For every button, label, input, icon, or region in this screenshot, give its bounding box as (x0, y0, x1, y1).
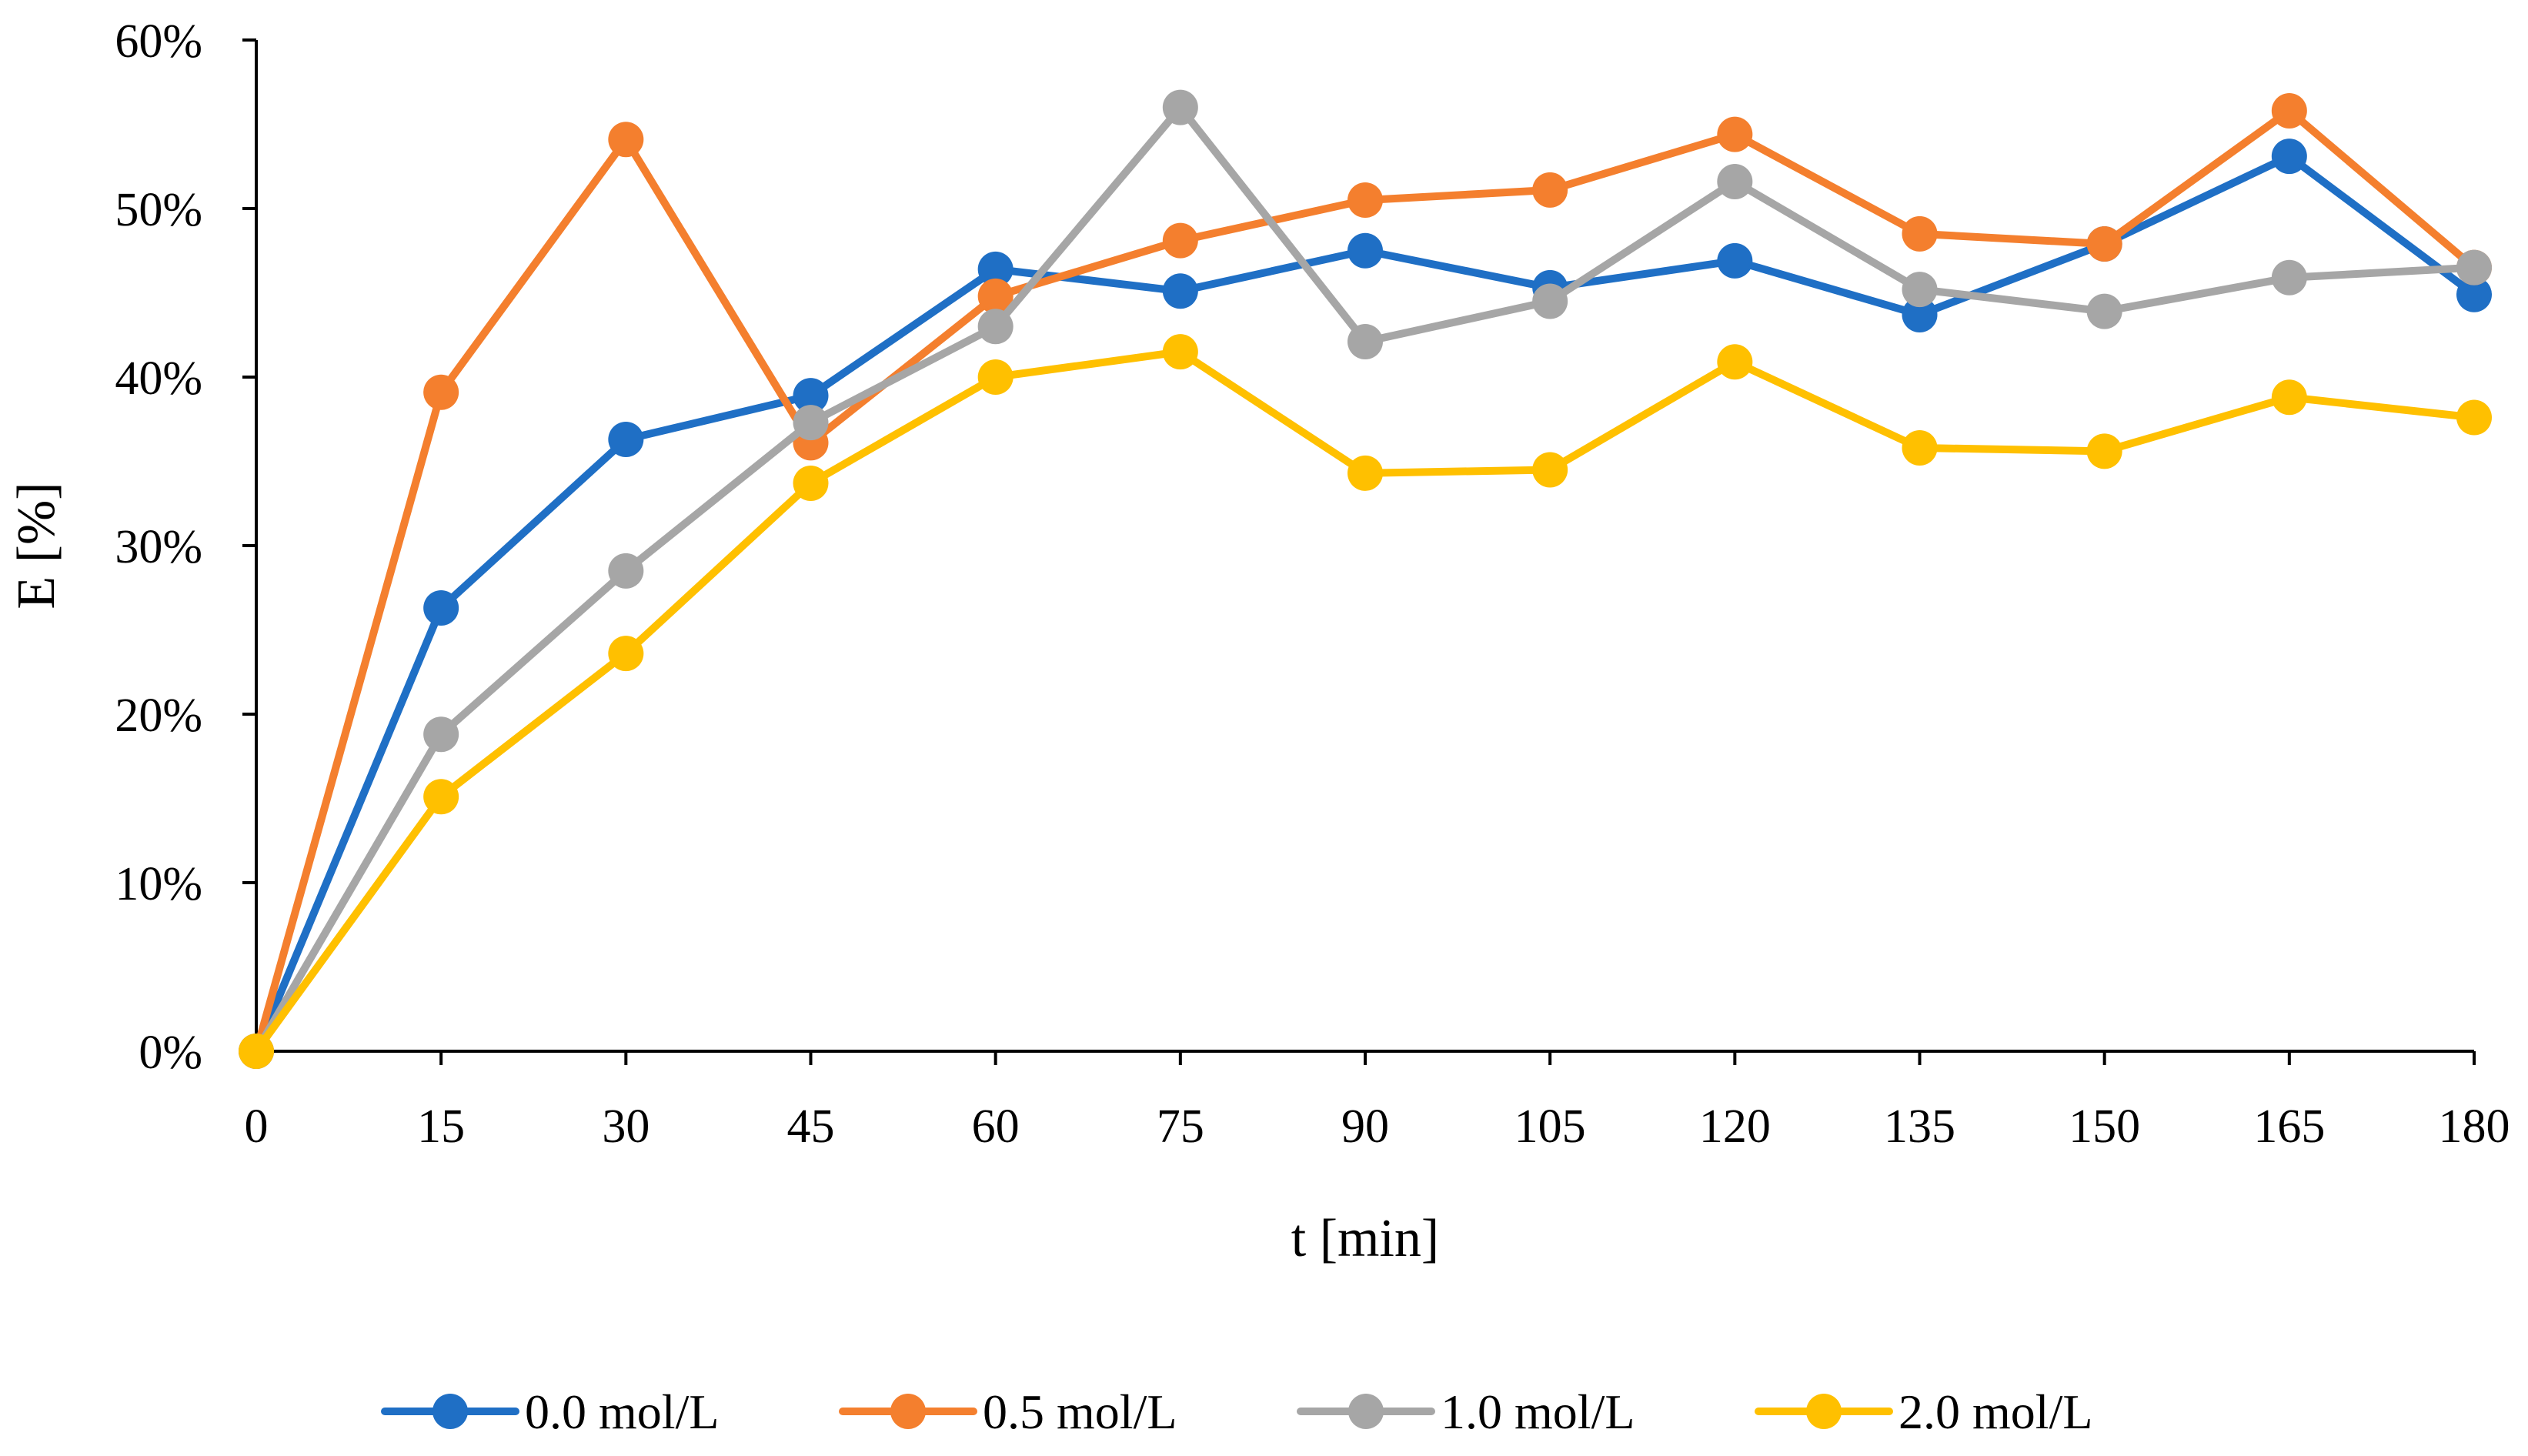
x-tick-label: 60 (972, 1100, 1020, 1153)
data-point (239, 1034, 274, 1069)
data-point (1347, 232, 1383, 269)
data-point (608, 422, 644, 458)
data-point (2086, 293, 2122, 329)
data-point (2271, 379, 2307, 416)
data-point (1717, 344, 1753, 380)
x-tick-label: 45 (787, 1100, 835, 1153)
data-point (1717, 116, 1753, 152)
x-tick-label: 180 (2439, 1100, 2510, 1153)
data-point (793, 378, 829, 414)
data-point (793, 465, 829, 501)
data-point (977, 251, 1014, 287)
legend-marker (432, 1394, 468, 1429)
legend-marker (1806, 1394, 1842, 1429)
y-tick-label: 0% (139, 1027, 202, 1079)
y-tick-label: 30% (115, 521, 202, 573)
data-point (1902, 429, 1938, 466)
data-point (608, 122, 644, 158)
legend-marker (890, 1394, 926, 1429)
x-tick-label: 150 (2069, 1100, 2140, 1153)
data-point (1162, 273, 1198, 309)
legend-label: 0.5 mol/L (983, 1384, 1177, 1439)
data-point (793, 405, 829, 441)
legend-label: 1.0 mol/L (1441, 1384, 1635, 1439)
data-point (1347, 455, 1383, 491)
data-point (2271, 139, 2307, 175)
data-point (1162, 222, 1198, 259)
data-point (1347, 324, 1383, 360)
data-point (2086, 433, 2122, 469)
series-0-5-mol-l (239, 92, 2492, 1069)
data-point (2456, 276, 2492, 312)
x-tick-label: 75 (1157, 1100, 1204, 1153)
data-point (977, 278, 1014, 314)
data-point (977, 309, 1014, 345)
data-point (1902, 272, 1938, 308)
data-point (1717, 242, 1753, 279)
x-tick-label: 30 (602, 1100, 650, 1153)
y-axis-title: E [%] (7, 482, 66, 609)
y-tick-label: 40% (115, 352, 202, 405)
data-point (1162, 89, 1198, 125)
data-point (423, 716, 459, 753)
legend: 0.0 mol/L 0.5 mol/L 1.0 mol/L 2.0 mol/L (381, 1384, 2092, 1439)
data-point (2086, 225, 2122, 262)
legend-item: 0.5 mol/L (839, 1384, 1177, 1439)
data-point (423, 374, 459, 410)
data-point (2456, 399, 2492, 436)
series-2-0-mol-l (239, 334, 2492, 1069)
y-tick-label: 20% (115, 690, 202, 742)
legend-label: 2.0 mol/L (1899, 1384, 2092, 1439)
x-tick-label: 120 (1699, 1100, 1771, 1153)
y-axis-ticks: 0% 10% 20% 30% 40% 50% 60% (115, 15, 256, 1079)
data-point (2456, 249, 2492, 286)
x-tick-label: 90 (1341, 1100, 1389, 1153)
legend-label: 0.0 mol/L (525, 1384, 719, 1439)
legend-item: 1.0 mol/L (1297, 1384, 1635, 1439)
x-tick-label: 15 (417, 1100, 465, 1153)
data-point (1532, 283, 1568, 319)
x-tick-label: 165 (2253, 1100, 2325, 1153)
data-point (423, 779, 459, 815)
data-point (1532, 172, 1568, 208)
legend-item: 2.0 mol/L (1755, 1384, 2092, 1439)
x-tick-label: 0 (245, 1100, 269, 1153)
series-layer (239, 89, 2492, 1069)
data-point (1532, 452, 1568, 488)
data-point (1162, 334, 1198, 370)
data-point (1347, 182, 1383, 219)
x-axis-title: t [min] (1291, 1209, 1439, 1268)
data-point (2271, 92, 2307, 129)
data-point (977, 359, 1014, 395)
legend-item: 0.0 mol/L (381, 1384, 719, 1439)
y-tick-label: 50% (115, 184, 202, 236)
data-point (1902, 215, 1938, 252)
data-point (1902, 296, 1938, 332)
y-tick-label: 60% (115, 15, 202, 68)
series-0-0-mol-l (239, 139, 2492, 1069)
x-tick-label: 135 (1884, 1100, 1955, 1153)
data-point (1717, 163, 1753, 199)
x-tick-label: 105 (1514, 1100, 1586, 1153)
legend-marker (1348, 1394, 1384, 1429)
y-tick-label: 10% (115, 858, 202, 910)
data-point (608, 553, 644, 589)
series-1-0-mol-l (239, 89, 2492, 1069)
data-point (423, 590, 459, 626)
data-point (2271, 259, 2307, 296)
data-point (608, 636, 644, 672)
x-axis-ticks: 0 15 30 45 60 75 90 105 120 135 150 165 180 (245, 1051, 2510, 1153)
